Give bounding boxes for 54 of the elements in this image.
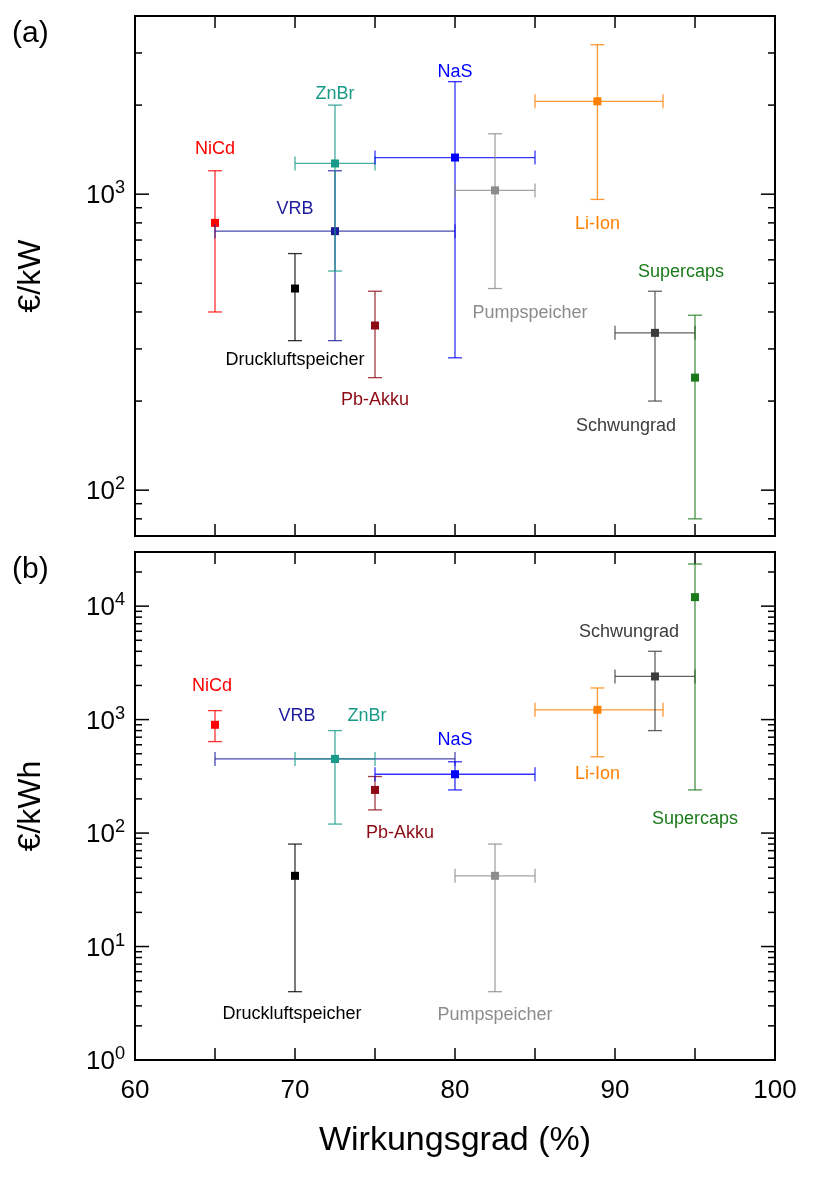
y-tick-label: 10$^{3}$: [85, 177, 125, 210]
point: [291, 871, 299, 880]
point: [691, 593, 699, 602]
y-axis-title: €/kW: [11, 238, 47, 313]
y-tick-label: 10$^{4}$: [85, 589, 125, 622]
y-tick-label: 10$^{1}$: [85, 929, 125, 962]
chart-title: (b): [12, 551, 49, 584]
point: [491, 186, 499, 195]
point: [593, 97, 602, 106]
point: [491, 871, 499, 880]
text: Schwungrad: [578, 621, 680, 642]
point: [651, 672, 659, 681]
point: [211, 720, 219, 729]
x-tick-label: 60: [120, 1074, 150, 1104]
point: [451, 770, 459, 779]
x-tick-label: 80: [440, 1074, 470, 1104]
y-tick-label: 10$^{2}$: [85, 473, 125, 506]
point: [451, 153, 459, 162]
series-label: NiCd: [191, 674, 233, 695]
text: Druckluftspeicher: [222, 1002, 362, 1023]
text: NaS: [437, 60, 473, 81]
point: [371, 785, 379, 794]
text: Supercaps: [651, 808, 739, 829]
text: ZnBr: [315, 83, 355, 104]
text: Li-Ion: [574, 213, 620, 234]
series-label: Pb-Akku: [365, 821, 435, 842]
text: Schwungrad: [575, 414, 677, 435]
series-label: NaS: [437, 729, 473, 750]
series-label: VRB: [278, 704, 316, 725]
text: Li-Ion: [574, 762, 620, 783]
x-tick-label: 90: [600, 1074, 630, 1104]
text: NiCd: [194, 137, 236, 158]
y-tick-label: 10$^{0}$: [85, 1043, 125, 1075]
series-label: ZnBr: [347, 704, 387, 725]
point: [593, 705, 602, 714]
point: [211, 218, 219, 227]
x-tick-label: 70: [280, 1074, 310, 1104]
point: [371, 321, 379, 330]
point: [651, 328, 659, 337]
point: [291, 284, 299, 293]
y-tick-label: 10$^{2}$: [85, 816, 125, 849]
x-tick-label: 100: [753, 1074, 797, 1104]
text: Pumpspeicher: [437, 1003, 553, 1024]
chart-title: (a): [12, 15, 49, 48]
y-axis-title: €/kWh: [11, 760, 47, 852]
x-axis-title: Wirkungsgrad (%): [318, 1119, 592, 1157]
series-label: VRB: [276, 198, 314, 219]
text: Pb-Akku: [340, 388, 410, 409]
text: Pumpspeicher: [472, 302, 588, 323]
text: Druckluftspeicher: [225, 348, 365, 369]
y-tick-label: 10$^{3}$: [85, 702, 125, 735]
point: [331, 159, 339, 168]
point: [691, 373, 699, 382]
text: Supercaps: [637, 260, 725, 281]
